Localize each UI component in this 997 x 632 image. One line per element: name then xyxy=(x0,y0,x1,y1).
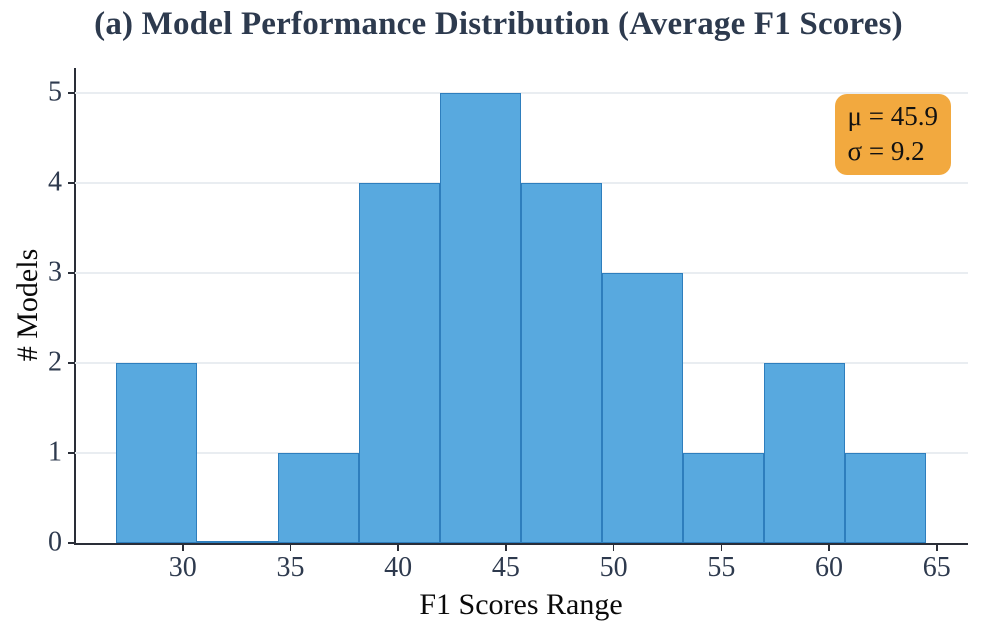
histogram-bar xyxy=(196,541,278,543)
histogram-bar xyxy=(844,453,926,543)
histogram-bar xyxy=(601,273,683,543)
x-axis-spine xyxy=(73,543,968,545)
x-axis-label: F1 Scores Range xyxy=(419,588,623,621)
x-tick-mark xyxy=(720,545,723,551)
histogram-bar xyxy=(520,183,602,543)
y-tick-label: 3 xyxy=(48,256,62,288)
histogram-bar xyxy=(682,453,764,543)
y-tick-mark xyxy=(68,182,75,184)
x-tick-label: 30 xyxy=(168,552,197,583)
x-tick-label: 40 xyxy=(384,552,413,583)
x-tick-label: 50 xyxy=(599,552,628,583)
x-tick-mark xyxy=(505,545,507,551)
x-tick-mark xyxy=(397,545,399,551)
y-tick-mark xyxy=(68,272,75,274)
x-tick-label: 60 xyxy=(815,552,844,583)
x-tick-mark xyxy=(289,545,292,551)
x-tick-label: 65 xyxy=(922,552,951,583)
histogram-bar xyxy=(763,363,845,543)
x-tick-mark xyxy=(612,545,615,551)
y-tick-mark xyxy=(68,92,75,94)
histogram-bar xyxy=(358,183,440,543)
mean-stat: μ = 45.9 xyxy=(847,101,938,131)
y-tick-mark xyxy=(68,542,75,544)
chart-title: (a) Model Performance Distribution (Aver… xyxy=(94,6,903,42)
y-tick-label: 4 xyxy=(48,166,62,198)
histogram-bar xyxy=(439,93,521,543)
x-tick-label: 55 xyxy=(707,552,736,583)
y-axis-label: # Models xyxy=(11,248,44,362)
y-tick-label: 2 xyxy=(48,346,62,378)
histogram-bar xyxy=(115,363,197,543)
gridline xyxy=(75,92,968,94)
y-axis-spine xyxy=(73,68,76,544)
x-tick-mark xyxy=(935,545,938,551)
y-tick-label: 1 xyxy=(48,436,62,468)
y-tick-mark xyxy=(68,452,75,454)
histogram-bar xyxy=(277,453,359,543)
x-tick-mark xyxy=(828,545,830,551)
stats-annotation: μ = 45.9 σ = 9.2 xyxy=(834,94,951,176)
x-tick-mark xyxy=(181,545,184,551)
plot-area: 30 35 40 45 50 55 60 65 0 1 2 3 4 5 μ = 45.9 σ = 9.2 xyxy=(48,68,968,583)
y-tick-mark xyxy=(68,362,75,364)
x-tick-label: 35 xyxy=(276,552,305,583)
x-tick-label: 45 xyxy=(491,552,520,583)
y-tick-label: 0 xyxy=(48,526,62,558)
y-tick-label: 5 xyxy=(48,76,62,108)
std-dev-stat: σ = 9.2 xyxy=(847,135,925,166)
